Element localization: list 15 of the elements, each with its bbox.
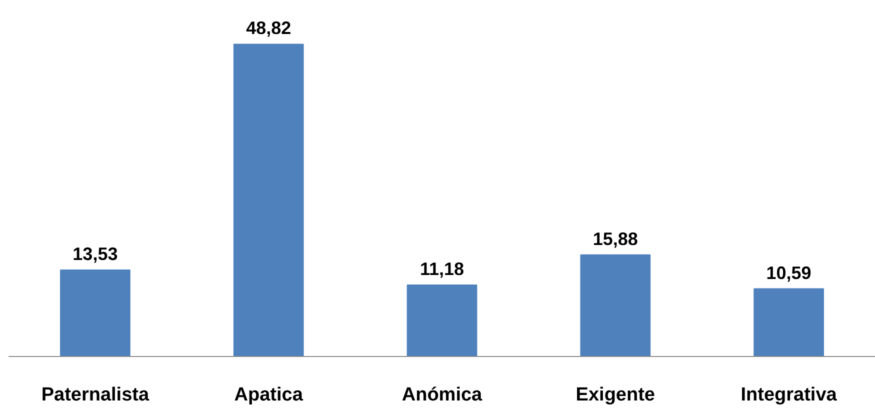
data-label: 13,53: [72, 244, 118, 264]
x-tick-label: Exigente: [576, 384, 656, 406]
bar: [754, 288, 824, 356]
data-label: 10,59: [766, 262, 812, 283]
bar: [60, 269, 130, 356]
data-label: 11,18: [420, 258, 464, 279]
bar: [580, 254, 651, 356]
bar: [406, 284, 478, 356]
x-tick-label: Anómica: [402, 384, 483, 406]
bar: [233, 44, 304, 356]
data-label: 48,82: [246, 18, 292, 38]
data-label: 15,88: [592, 228, 638, 249]
x-tick-label: Paternalista: [41, 384, 150, 406]
x-tick-label: Apatica: [234, 384, 304, 406]
x-tick-label: Integrativa: [740, 384, 838, 406]
